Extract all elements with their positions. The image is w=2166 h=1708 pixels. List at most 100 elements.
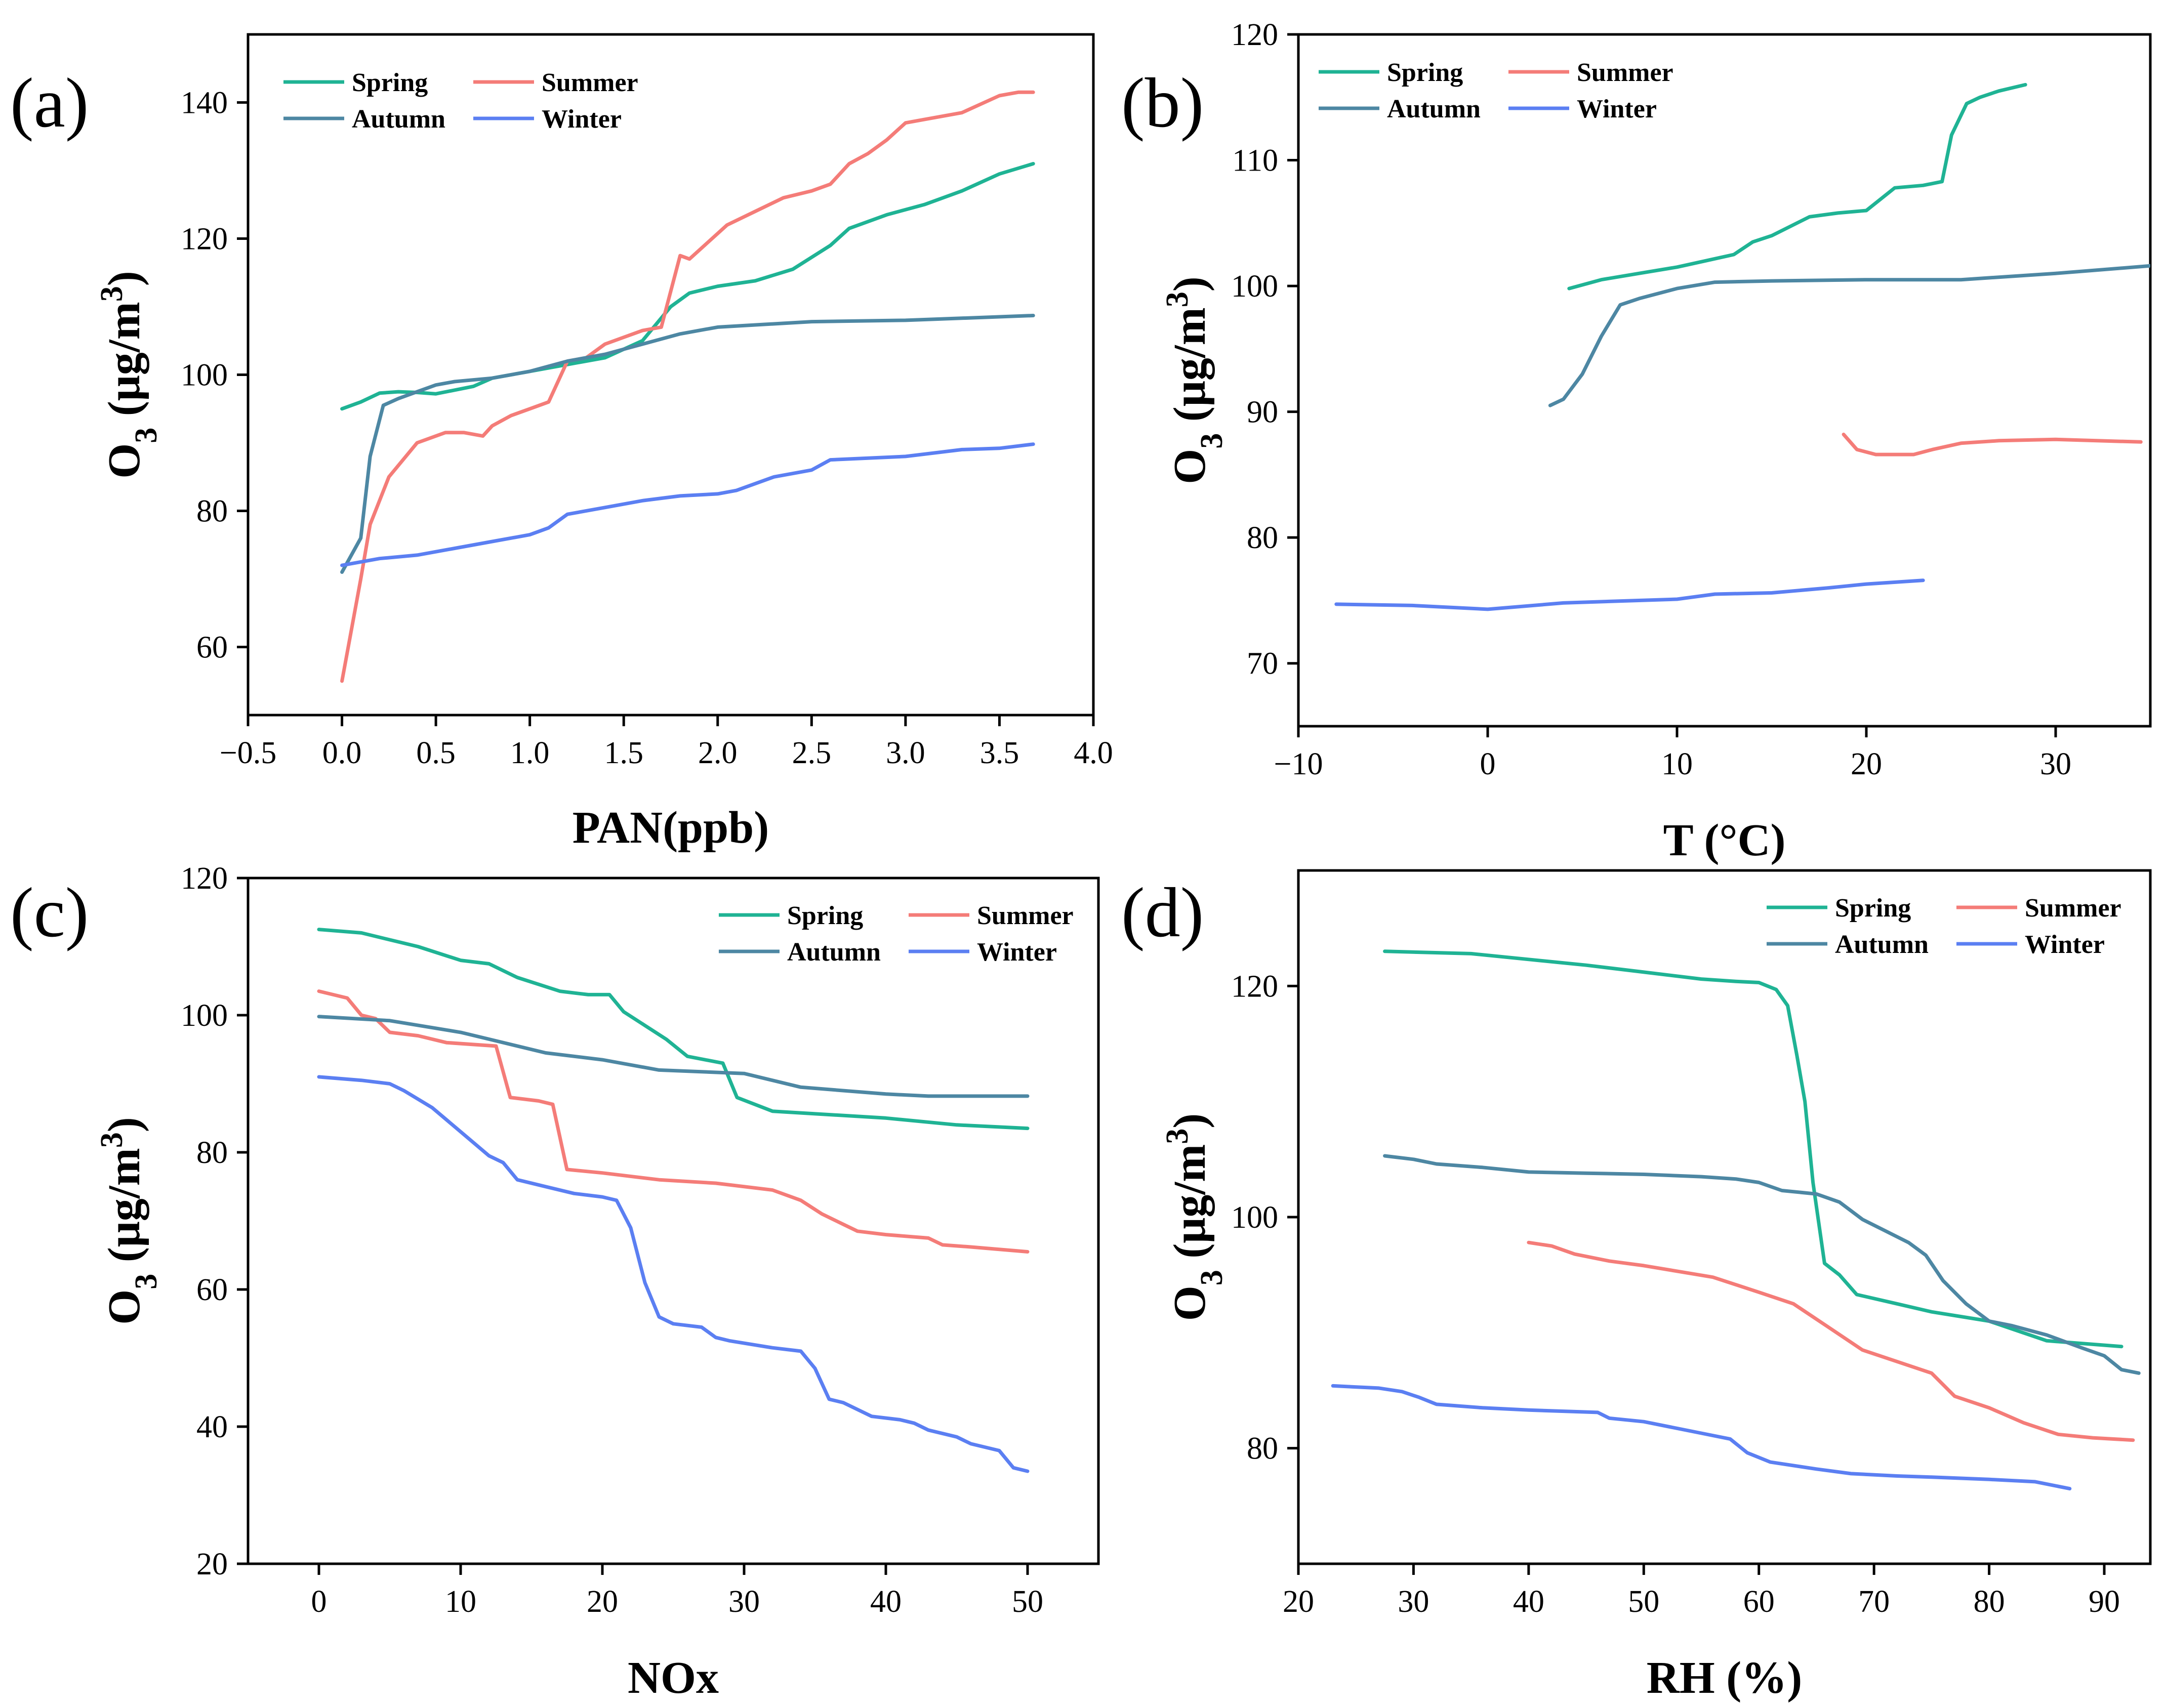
x-tick-label: 30	[728, 1585, 760, 1619]
x-tick-label: 30	[1398, 1585, 1429, 1619]
x-tick-label: 90	[2089, 1585, 2120, 1619]
legend-label-autumn: Autumn	[1835, 930, 1929, 959]
x-tick-label: 70	[1858, 1585, 1890, 1619]
x-tick-label: 20	[1283, 1585, 1314, 1619]
x-tick-label: 30	[2040, 747, 2071, 781]
y-tick-label: 60	[196, 1273, 228, 1307]
y-label-part: O	[99, 443, 149, 479]
series-line-autumn	[317, 1015, 1030, 1098]
series-line-winter	[1331, 1384, 2072, 1491]
y-label-superscript: 3	[1160, 1129, 1195, 1144]
legend-label-autumn: Autumn	[1387, 95, 1481, 123]
legend-label-summer: Summer	[2025, 894, 2121, 923]
x-tick-label: −0.5	[220, 736, 276, 770]
y-axis-label: O3 (μg/m3)	[95, 271, 164, 478]
x-tick-label: 0	[1480, 747, 1496, 781]
y-label-part: O	[99, 1289, 149, 1325]
y-tick-label: 80	[196, 494, 228, 529]
y-tick-label: 100	[1231, 1200, 1278, 1235]
y-tick-label: 100	[1231, 269, 1278, 304]
y-axis-label: O3 (μg/m3)	[1160, 1113, 1229, 1321]
plot-frame	[1297, 869, 2152, 1565]
x-axis-label: T (°C)	[1663, 815, 1786, 865]
panel-letter: (b)	[1121, 64, 1204, 142]
y-label-superscript: 3	[95, 286, 129, 302]
y-label-part: )	[99, 271, 149, 286]
x-tick-label: 20	[587, 1585, 618, 1619]
y-label-superscript: 3	[95, 1132, 129, 1148]
y-label-part: (μg/m	[99, 302, 149, 427]
series-line-spring	[340, 162, 1035, 411]
x-tick-label: 0.0	[322, 736, 362, 770]
plot-frame	[247, 877, 1100, 1565]
x-tick-label: 3.0	[886, 736, 925, 770]
x-tick-label: 1.5	[604, 736, 643, 770]
legend-label-spring: Spring	[352, 68, 428, 97]
legend-label-spring: Spring	[1387, 58, 1463, 87]
legend-label-summer: Summer	[542, 68, 638, 97]
x-tick-label: 1.0	[510, 736, 550, 770]
y-axis-label: O3 (μg/m3)	[1160, 276, 1229, 484]
x-tick-label: 10	[1661, 747, 1693, 781]
y-label-subscript: 3	[1195, 1270, 1229, 1285]
y-tick-label: 80	[1247, 1432, 1278, 1466]
series-line-summer	[340, 90, 1035, 683]
series-line-autumn	[340, 314, 1035, 574]
x-axis-label: PAN(ppb)	[573, 803, 769, 853]
series-line-winter	[340, 442, 1035, 567]
y-label-subscript: 3	[129, 1274, 164, 1289]
series-line-autumn	[1383, 1154, 2141, 1375]
series-line-summer	[317, 989, 1030, 1254]
legend-label-autumn: Autumn	[352, 105, 445, 134]
legend-label-autumn: Autumn	[787, 938, 881, 967]
x-tick-label: 3.5	[980, 736, 1019, 770]
y-label-part: )	[1165, 1113, 1215, 1129]
x-tick-label: 50	[1628, 1585, 1659, 1619]
y-tick-label: 140	[181, 86, 228, 120]
x-tick-label: 40	[1513, 1585, 1544, 1619]
y-label-part: (μg/m	[1165, 307, 1215, 433]
y-label-part: (μg/m	[99, 1148, 149, 1273]
x-tick-label: 40	[870, 1585, 902, 1619]
y-tick-label: 60	[196, 631, 228, 665]
y-tick-label: 70	[1247, 647, 1278, 681]
legend-label-winter: Winter	[977, 938, 1057, 967]
y-label-part: (μg/m	[1165, 1144, 1215, 1270]
x-tick-label: 50	[1012, 1585, 1043, 1619]
panel-letter: (c)	[10, 873, 89, 952]
panel-letter: (a)	[10, 64, 89, 142]
x-tick-label: 60	[1743, 1585, 1775, 1619]
x-tick-label: 20	[1851, 747, 1882, 781]
y-label-part: )	[1165, 276, 1215, 291]
y-tick-label: 120	[1231, 969, 1278, 1004]
legend-label-winter: Winter	[2025, 930, 2105, 959]
series-line-autumn	[1548, 264, 2150, 407]
x-tick-label: −10	[1274, 747, 1323, 781]
legend-label-winter: Winter	[542, 105, 622, 134]
legend-label-summer: Summer	[1577, 58, 1673, 87]
y-label-part: O	[1165, 449, 1215, 484]
plot-frame	[247, 33, 1095, 717]
y-tick-label: 80	[1247, 521, 1278, 555]
y-tick-label: 120	[181, 861, 228, 896]
plot-frame	[1297, 33, 2152, 728]
series-line-winter	[1334, 578, 1925, 611]
legend-label-summer: Summer	[977, 901, 1074, 930]
series-line-spring	[1383, 949, 2123, 1349]
y-tick-label: 80	[196, 1136, 228, 1170]
y-tick-label: 110	[1232, 144, 1278, 178]
x-tick-label: 0	[311, 1585, 327, 1619]
y-label-subscript: 3	[129, 428, 164, 443]
y-label-superscript: 3	[1160, 291, 1195, 307]
chart-panel-1: (a) −0.5 0.0 0.5 1.0 1.5 2.0 2.5 3.0 3.5 4.0 60 80 10…	[10, 33, 1113, 853]
legend-label-winter: Winter	[1577, 95, 1657, 123]
x-axis-label: NOx	[628, 1653, 719, 1703]
x-tick-label: 80	[1974, 1585, 2005, 1619]
panel-letter: (d)	[1121, 873, 1204, 952]
series-line-summer	[1842, 432, 2143, 456]
y-tick-label: 20	[196, 1547, 228, 1581]
